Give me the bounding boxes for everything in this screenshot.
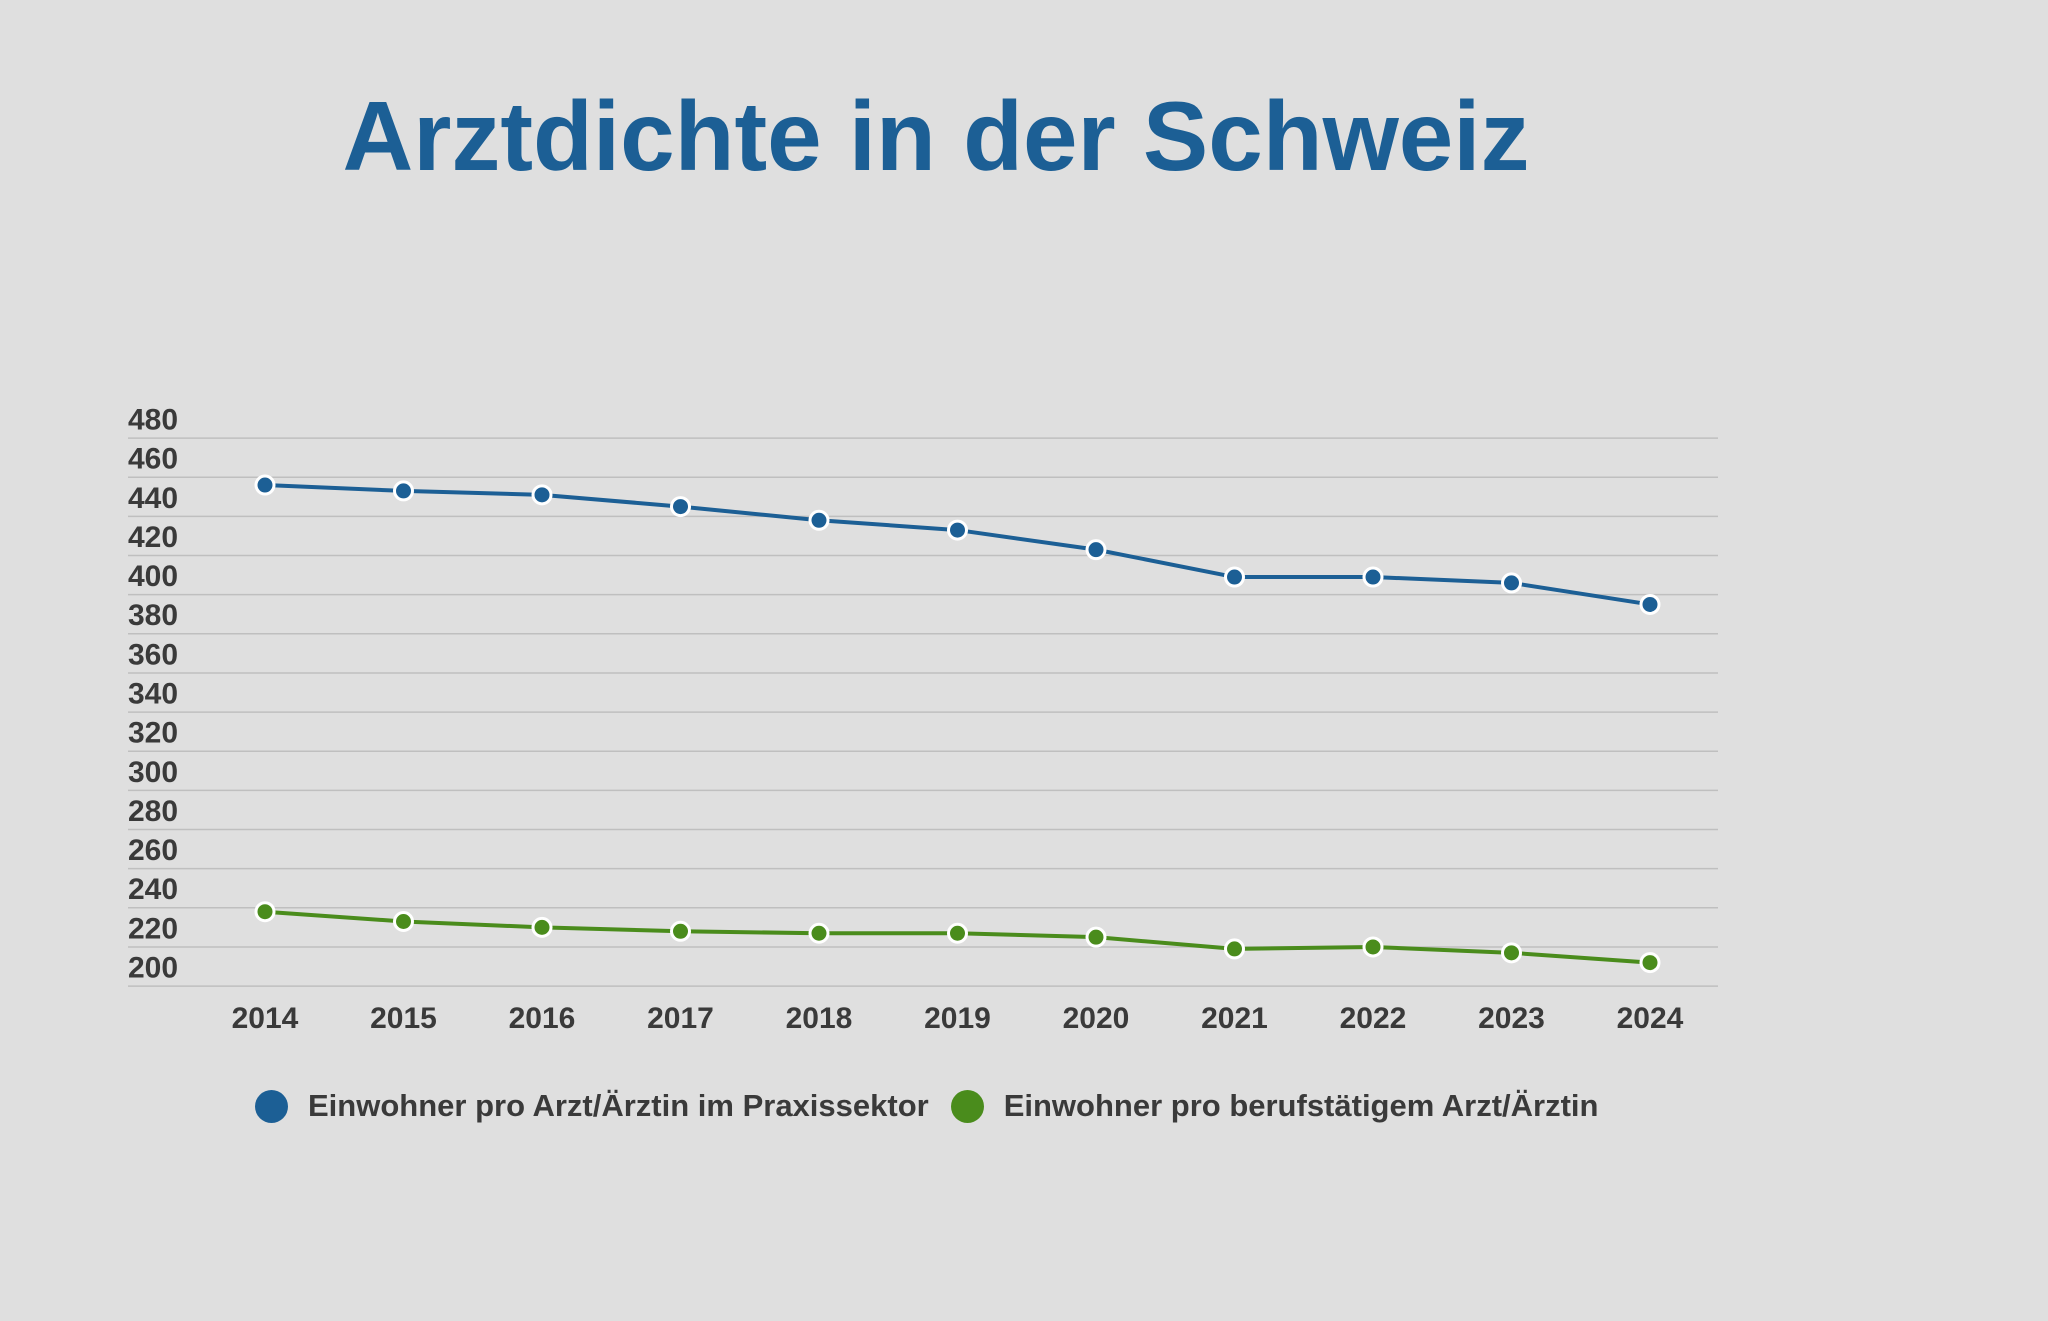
data-point[interactable] [531,916,553,938]
legend-item-praxissektor[interactable]: Einwohner pro Arzt/Ärztin im Praxissekto… [255,1088,929,1124]
y-tick-label: 460 [128,443,178,476]
x-axis-ticks: 2014 2015 2016 2017 2018 2019 2020 2021 2022 2023… [232,1002,1684,1035]
x-tick-label: 2022 [1340,1002,1407,1035]
legend-swatch-praxissektor [255,1089,288,1123]
x-tick-label: 2024 [1617,1002,1684,1035]
series [254,474,1661,974]
y-tick-label: 320 [128,717,178,750]
legend-label-praxissektor: Einwohner pro Arzt/Ärztin im Praxissekto… [308,1088,929,1123]
x-tick-label: 2023 [1478,1002,1545,1035]
y-tick-label: 240 [128,873,178,906]
y-tick-label: 200 [128,952,178,985]
legend: Einwohner pro Arzt/Ärztin im Praxissekto… [255,1088,1620,1124]
chart-title: Arztdichte in der Schweiz [342,81,1530,191]
data-point[interactable] [670,496,691,518]
series-line [264,483,1651,607]
legend-label-berufstaetig: Einwohner pro berufstätigem Arzt/Ärztin [1003,1088,1599,1123]
y-tick-label: 280 [128,795,178,828]
y-tick-label: 220 [128,912,178,945]
data-point[interactable] [254,474,276,496]
data-point[interactable] [1085,539,1107,561]
data-point[interactable] [1362,566,1384,588]
x-tick-label: 2021 [1201,1002,1268,1035]
data-point[interactable] [1501,572,1522,594]
data-point[interactable] [1501,942,1522,964]
x-tick-label: 2015 [370,1002,437,1035]
data-point[interactable] [947,922,968,944]
legend-item-berufstaetig[interactable]: Einwohner pro berufstätigem Arzt/Ärztin [950,1088,1599,1124]
y-tick-label: 400 [128,560,178,593]
data-point[interactable] [670,920,691,942]
x-tick-label: 2018 [786,1002,853,1035]
data-point[interactable] [808,922,830,944]
y-tick-label: 420 [128,521,178,554]
series-0 [254,474,1661,615]
x-tick-label: 2016 [509,1002,576,1035]
data-point[interactable] [947,519,968,541]
x-tick-label: 2019 [924,1002,991,1035]
data-point[interactable] [1085,926,1107,948]
gridlines [128,437,1718,987]
data-point[interactable] [1224,938,1245,960]
x-tick-label: 2017 [647,1002,714,1035]
data-point[interactable] [808,509,830,531]
data-point[interactable] [1639,952,1661,974]
legend-swatch-berufstaetig [950,1089,984,1123]
y-tick-label: 300 [128,756,178,789]
y-tick-label: 440 [128,482,178,515]
y-axis-ticks: 200 220 240 260 280 300 320 340 360 380 400 420 440 4… [128,404,178,985]
y-tick-label: 480 [128,404,178,437]
data-point[interactable] [531,484,553,506]
y-tick-label: 360 [128,638,178,671]
data-point[interactable] [393,480,414,502]
series-1 [254,901,1661,974]
y-tick-label: 380 [128,599,178,632]
data-point[interactable] [254,901,276,923]
data-point[interactable] [1639,593,1661,615]
y-tick-label: 260 [128,834,178,867]
x-tick-label: 2014 [232,1002,299,1035]
data-point[interactable] [393,911,414,932]
data-point[interactable] [1362,936,1384,958]
x-tick-label: 2020 [1063,1002,1130,1035]
data-point[interactable] [1224,566,1245,588]
y-tick-label: 340 [128,678,178,711]
